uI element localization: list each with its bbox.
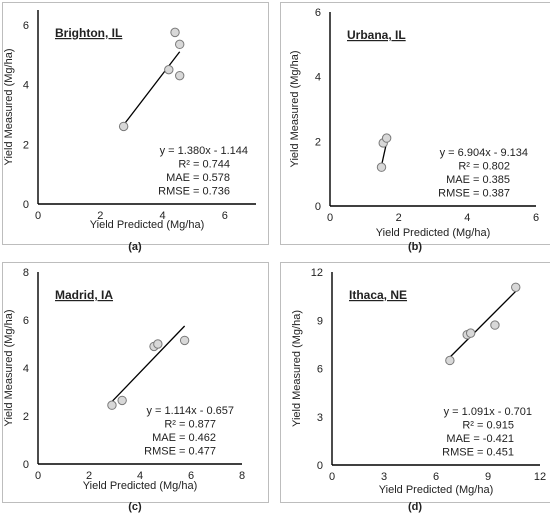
regression-stat: RMSE = 0.387 [438,188,510,200]
x-tick-label: 6 [222,210,228,222]
x-tick-label: 8 [239,470,245,482]
data-point [381,133,392,143]
y-axis-label: Yield Measured (Mg/ha) [3,49,15,166]
y-tick-label: 0 [317,460,323,472]
location-title: Ithaca, NE [349,288,407,302]
data-point [490,320,500,330]
regression-stat: RMSE = 0.451 [442,447,514,459]
y-tick-label: 3 [317,412,323,424]
x-tick-label: 4 [464,212,470,224]
y-tick-label: 2 [315,136,321,148]
data-point [445,355,455,366]
data-point [511,282,521,292]
x-axis-label: Yield Predicted (Mg/ha) [83,480,198,492]
regression-stat: y = 1.380x - 1.144 [160,145,248,157]
y-tick-label: 4 [23,80,29,92]
panel-label: (a) [128,241,142,253]
data-point [175,39,185,50]
location-title: Brighton, IL [55,26,122,40]
data-point [465,328,476,338]
regression-stat: y = 1.091x - 0.701 [444,406,532,418]
y-tick-label: 6 [315,7,321,19]
location-title: Madrid, IA [55,288,113,302]
data-point [376,162,387,172]
data-point [164,64,174,75]
y-tick-label: 9 [317,315,323,327]
data-point [170,27,180,38]
x-tick-label: 3 [381,471,387,483]
y-axis-label: Yield Measured (Mg/ha) [291,310,303,427]
panel-frame [280,2,550,245]
y-tick-label: 6 [23,20,29,32]
data-point [153,339,163,349]
x-tick-label: 0 [35,210,41,222]
y-tick-label: 12 [311,267,323,279]
panel-label: (d) [408,501,422,513]
x-tick-label: 4 [137,470,143,482]
data-point [179,335,190,346]
location-title: Urbana, IL [347,28,406,42]
x-tick-label: 12 [534,471,546,483]
y-tick-label: 4 [315,72,321,84]
data-point [118,121,129,132]
x-axis-label: Yield Predicted (Mg/ha) [379,484,494,496]
x-axis-label: Yield Predicted (Mg/ha) [90,219,205,231]
regression-stat: MAE = 0.462 [152,432,216,444]
regression-stat: R² = 0.877 [164,419,216,431]
data-point [175,70,185,81]
regression-stat: y = 1.114x - 0.657 [146,405,234,417]
panel-frame [2,262,269,503]
y-tick-label: 6 [23,315,29,327]
y-tick-label: 2 [23,411,29,423]
y-tick-label: 0 [315,201,321,213]
x-tick-label: 9 [485,471,491,483]
chart-panel-1: 0 2 4 6 0 2 4 6 Yield Predicted (Mg/ha) Yield Mea… [2,2,269,253]
y-axis-label: Yield Measured (Mg/ha) [3,310,15,427]
chart-panel-2: 0 2 4 6 0 2 4 6 Yield Predicted (Mg/ha) Yield Mea… [280,2,550,253]
x-axis-label: Yield Predicted (Mg/ha) [376,227,491,239]
regression-stat: RMSE = 0.477 [144,446,216,458]
data-point [117,395,127,406]
x-tick-label: 2 [396,212,402,224]
regression-stat: R² = 0.915 [462,420,514,432]
regression-stat: MAE = -0.421 [446,433,514,445]
x-tick-label: 6 [433,471,439,483]
trendline [111,325,186,403]
y-axis-label: Yield Measured (Mg/ha) [289,51,301,168]
x-tick-label: 6 [533,212,539,224]
x-tick-label: 4 [160,210,166,222]
x-tick-label: 0 [327,212,333,224]
regression-stat: RMSE = 0.736 [158,186,230,198]
x-tick-label: 0 [329,471,335,483]
panel-frame [2,2,269,245]
trendline [449,290,517,358]
x-tick-label: 2 [97,210,103,222]
regression-stat: y = 6.904x - 9.134 [440,147,528,159]
x-tick-label: 0 [35,470,41,482]
chart-panel-4: 0 3 6 9 12 0 3 6 9 12 Yield Predicted (Mg/ha) Yield… [280,262,550,513]
y-tick-label: 0 [23,459,29,471]
panel-label: (b) [408,241,422,253]
panel-label: (c) [128,501,142,513]
data-point [107,400,117,410]
y-tick-label: 2 [23,139,29,151]
y-tick-label: 4 [23,363,29,375]
trendline [123,51,181,126]
y-tick-label: 8 [23,267,29,279]
chart-panel-3: 0 2 4 6 8 0 2 4 6 8 Yield Predicted (Mg/ha) Yield M… [2,262,269,513]
regression-stat: R² = 0.802 [458,161,510,173]
regression-stat: MAE = 0.385 [446,174,510,186]
x-tick-label: 2 [86,470,92,482]
regression-stat: R² = 0.744 [178,159,230,171]
regression-stat: MAE = 0.578 [166,172,230,184]
panel-frame [280,262,550,503]
y-tick-label: 6 [317,364,323,376]
y-tick-label: 0 [23,199,29,211]
x-tick-label: 6 [188,470,194,482]
